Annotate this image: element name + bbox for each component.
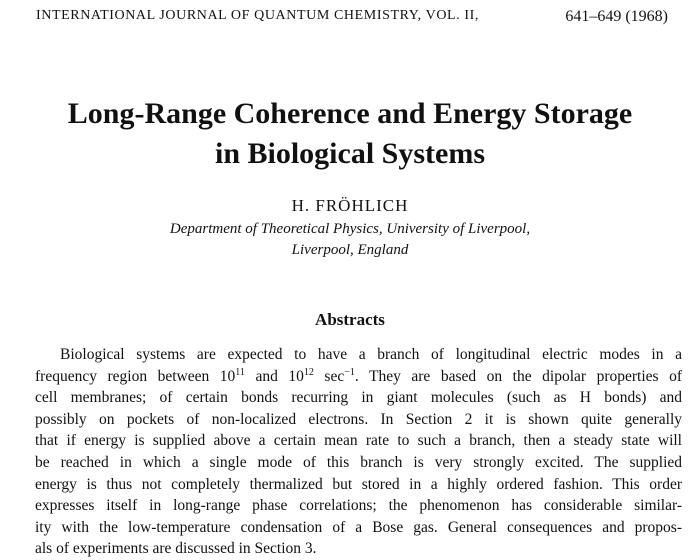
title-line: Long-Range Coherence and Energy Storage	[67, 97, 633, 130]
abstract-heading: Abstracts	[315, 310, 385, 329]
pages: 641–649 (1968)	[565, 8, 668, 25]
text: sec	[313, 367, 345, 385]
text: and 10	[244, 367, 304, 385]
affiliation-line: Department of Theoretical Physics, Unive…	[169, 221, 531, 237]
abstract-line: frequency region between 1011 and 1012 s…	[35, 366, 682, 388]
superscript: −1	[344, 366, 355, 378]
running-header: INTERNATIONAL JOURNAL OF QUANTUM CHEMIST…	[36, 8, 668, 26]
affiliation-line: Liverpool, England	[291, 242, 409, 258]
abstract-line: ity with the low-temperature condensatio…	[35, 518, 682, 536]
abstract-line: als of experiments are discussed in Sect…	[35, 540, 317, 558]
abstract-line: possibly on pockets of non-localized ele…	[35, 410, 682, 428]
page: {"header": {"journal": "INTERNATIONAL JO…	[0, 8, 700, 558]
journal: INTERNATIONAL JOURNAL OF QUANTUM CHEMIST…	[36, 8, 480, 23]
text: frequency region between 10	[35, 367, 236, 385]
abstract-line: cell membranes; of certain bonds recurri…	[35, 389, 682, 407]
text: . They are based on the dipolar properti…	[354, 367, 682, 385]
author: H. FRÖHLICH	[291, 196, 409, 215]
affiliation: Department of Theoretical Physics, Unive…	[0, 219, 700, 261]
abstract-line: be reached in which a single mode of thi…	[35, 453, 682, 471]
abstract-line: Biological systems are expected to have …	[60, 346, 682, 363]
abstract-line: that if energy is supplied above a certa…	[35, 432, 682, 450]
title: Long-Range Coherence and Energy Storage …	[0, 94, 700, 174]
abstract-line: expresses itself in long-range phase cor…	[35, 497, 682, 515]
superscript: 11	[235, 366, 245, 378]
abstract: Biological systems are expected to have …	[35, 344, 682, 560]
title-line: in Biological Systems	[214, 137, 485, 170]
superscript: 12	[303, 366, 314, 378]
abstract-line: energy is thus not completely thermalize…	[35, 475, 682, 493]
